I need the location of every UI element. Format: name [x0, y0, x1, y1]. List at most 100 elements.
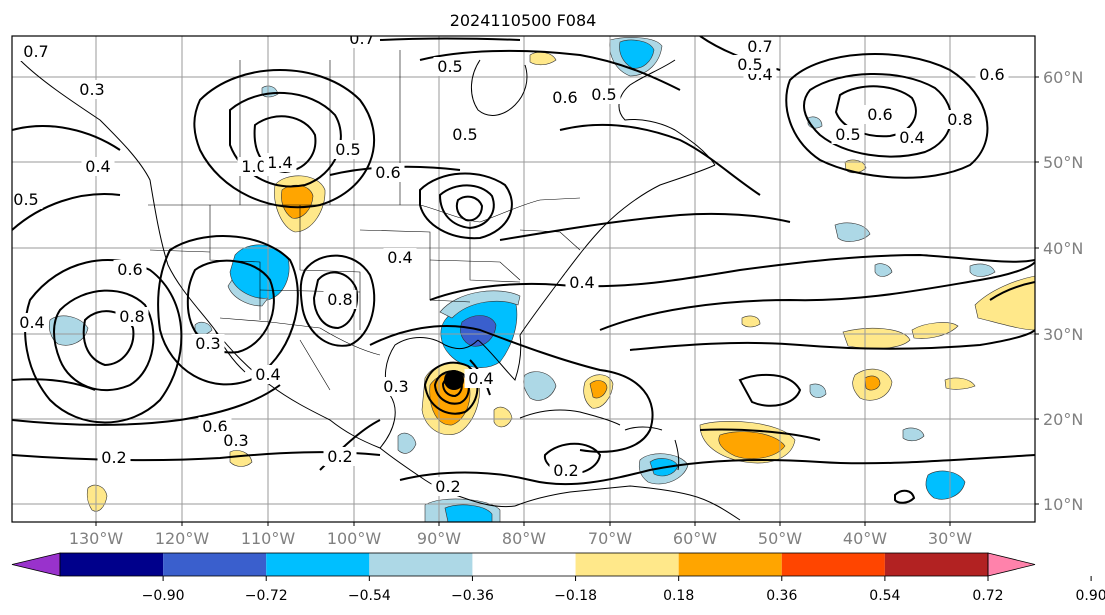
latitude-label: 20°N — [1043, 410, 1083, 429]
contour-pacific-03 — [12, 384, 281, 426]
map-area: 0.70.50.70.50.60.50.40.70.40.80.30.40.51… — [12, 36, 1035, 522]
contour-label-bg — [895, 128, 929, 147]
colorbar-swatch — [884, 553, 988, 576]
map-title: 2024110500 F084 — [450, 11, 597, 30]
colorbar-tick-label: −0.18 — [554, 588, 597, 604]
contour-pacific-04 — [12, 378, 96, 391]
border-us-canada — [148, 197, 581, 223]
latitude-axis: 60°N 50°N 40°N 30°N 20°N 10°N — [1035, 68, 1083, 514]
colorbar-tick-label: −0.72 — [245, 588, 288, 604]
shade-lightblue-atlantic-40n — [834, 222, 871, 242]
contour-label-bg — [191, 334, 225, 353]
contour-small-atlantic-10n — [894, 489, 916, 504]
contour-label: 0.8 — [327, 290, 352, 309]
contour-label-bg — [115, 307, 149, 326]
longitude-label: 80°W — [502, 529, 546, 548]
contour-atlantic-high-mid — [803, 73, 952, 158]
shade-lightblue-small-4 — [809, 383, 827, 398]
contour-label: 0.2 — [435, 477, 460, 496]
coastline-canada-east — [618, 59, 716, 166]
colorbar-tick-label: −0.90 — [142, 588, 185, 604]
colorbar-swatch — [781, 553, 885, 576]
colorbar-tick-label: 0.54 — [869, 588, 900, 604]
latitude-label: 50°N — [1043, 153, 1083, 172]
contour-south-plains-high — [299, 254, 376, 347]
contour-label: 0.5 — [437, 57, 462, 76]
contour-label-bg — [549, 461, 583, 480]
shade-blue-atlantic-10n — [925, 470, 966, 500]
coastline-north-america-west — [19, 59, 381, 449]
contour-label-bg — [12, 190, 43, 209]
contour-label: 1.0 — [241, 157, 266, 176]
contour-label-bg — [113, 260, 147, 279]
contour-labels: 0.70.50.70.50.60.50.40.70.40.80.30.40.51… — [12, 36, 1009, 496]
contour-label-bg — [733, 55, 767, 74]
contour-great-lakes-low-core — [455, 195, 484, 222]
contour-label: 0.6 — [979, 65, 1004, 84]
coastline-south-america — [514, 485, 741, 521]
contour-canada-north-06 — [379, 37, 521, 41]
contour-canada-north-05 — [419, 49, 681, 91]
contour-label-bg — [383, 248, 417, 267]
contour-label: 0.3 — [383, 377, 408, 396]
border-state-6 — [149, 249, 211, 253]
border-state-3 — [359, 229, 471, 303]
contour-lines — [12, 36, 1035, 504]
contour-east-coast-04 — [429, 253, 1035, 301]
shade-lightblue-small-3 — [902, 427, 925, 442]
colorbar-frame — [59, 552, 989, 577]
shade-lightblue-southeast-us — [439, 290, 521, 319]
contour-label-bg — [943, 110, 977, 129]
contour-label-bg — [251, 365, 285, 384]
colorbar-tick-label: −0.54 — [348, 588, 391, 604]
contour-hurricane-ring-2 — [433, 370, 470, 405]
longitude-label: 120°W — [155, 529, 210, 548]
contour-label-bg — [743, 37, 777, 56]
contour-label-bg — [464, 369, 498, 388]
shade-deepblue-southeast-us — [460, 315, 497, 347]
border-state-2 — [299, 205, 361, 330]
longitude-label: 60°W — [673, 529, 717, 548]
colorbar-swatch — [60, 553, 164, 576]
contour-label-bg — [97, 448, 131, 467]
colorbar-tick-label: 0.18 — [663, 588, 694, 604]
contour-label: 0.4 — [19, 313, 44, 332]
contour-label: 0.7 — [747, 37, 772, 56]
contour-label: 0.5 — [335, 140, 360, 159]
contour-label: 0.2 — [553, 461, 578, 480]
contour-label: 0.3 — [195, 334, 220, 353]
longitude-label: 70°W — [588, 529, 632, 548]
colorbar: −0.90 −0.72 −0.54 −0.36 −0.18 0.18 0.36 0.54 0.7… — [11, 552, 1105, 604]
longitude-axis: 130°W 120°W 110°W 100°W 90°W 80°W 70°W 60°W 50°W… — [69, 522, 972, 548]
contour-label: 0.4 — [85, 157, 110, 176]
longitude-label: 100°W — [327, 529, 382, 548]
coastline-cuba — [519, 409, 621, 426]
contour-label: 0.3 — [79, 80, 104, 99]
contour-label: 0.4 — [569, 273, 594, 292]
shade-yellow-small-atlantic-30n — [741, 315, 761, 328]
contour-canada-low-outer — [193, 69, 376, 209]
colorbar-swatch — [266, 553, 370, 576]
colorbar-tick-label: 0.36 — [766, 588, 797, 604]
contour-label: 0.4 — [468, 369, 493, 388]
contour-label: 0.2 — [101, 448, 126, 467]
contour-label: 0.5 — [452, 125, 477, 144]
contour-atlantic-02-band — [699, 428, 821, 441]
coastline-florida — [477, 334, 522, 381]
storm-center-icon — [444, 370, 464, 390]
contour-central-atlantic-04 — [599, 261, 1035, 331]
contour-south-plains-high-inner — [312, 271, 358, 330]
contour-label-bg — [548, 88, 582, 107]
latitude-label: 10°N — [1043, 495, 1083, 514]
coastline-east-us — [519, 164, 716, 336]
contour-label: 0.5 — [737, 55, 762, 74]
colorbar-swatch — [575, 553, 679, 576]
contour-label-bg — [19, 42, 53, 61]
contour-atlantic-03 — [629, 329, 1035, 351]
contour-label-bg — [379, 377, 413, 396]
contour-label-bg — [448, 125, 482, 144]
contour-label: 0.4 — [899, 128, 924, 147]
colorbar-swatch — [369, 553, 473, 576]
contour-label-bg — [15, 313, 49, 332]
